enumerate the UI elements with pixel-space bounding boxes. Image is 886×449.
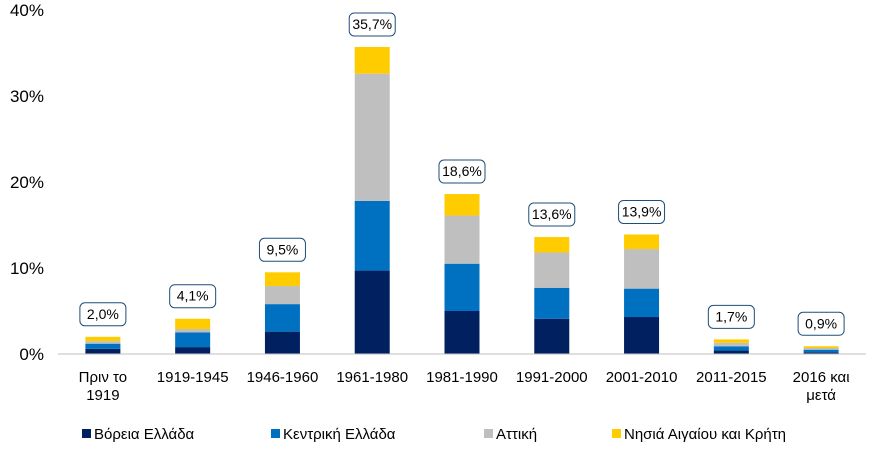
x-tick-label: 2016 και [793, 369, 850, 386]
bar-segment [85, 336, 121, 342]
total-label-text: 18,6% [442, 163, 482, 179]
bar-segment [624, 234, 660, 250]
total-label-box [528, 202, 576, 227]
y-tick-label: 20% [10, 173, 44, 192]
legend-label: Νησιά Αιγαίου και Κρήτη [624, 426, 786, 443]
total-label-box [169, 284, 217, 309]
total-label: 35,7% [348, 12, 396, 37]
bar-segment [354, 46, 390, 74]
legend: Βόρεια Ελλάδα Κεντρική Ελλάδα Αττική Νησιά … [82, 426, 786, 443]
total-label: 13,6% [528, 202, 576, 227]
bar-segment [624, 317, 660, 354]
x-tick-label: μετά [806, 387, 836, 404]
bar-segment [354, 200, 390, 271]
bar-segment [264, 286, 300, 305]
bar-segment [713, 342, 749, 347]
legend-label: Αττική [496, 426, 537, 443]
y-tick-label: 40% [10, 1, 44, 20]
legend-swatch [484, 429, 493, 438]
total-label-box [348, 12, 396, 37]
bar-segment [264, 272, 300, 287]
bar-segment [444, 263, 480, 311]
y-axis: 0% 10% 20% 30% 40% [10, 1, 44, 364]
bar-segment [444, 311, 480, 354]
bar-segment [354, 73, 390, 201]
total-label-box [258, 237, 306, 262]
bar-segment [803, 352, 839, 354]
bar-segment [444, 215, 480, 264]
total-label: 13,9% [618, 199, 666, 224]
bar-segment [175, 332, 211, 348]
bar-segment [175, 347, 211, 354]
total-label-text: 9,5% [266, 241, 298, 257]
x-tick-label: 2001-2010 [606, 369, 678, 386]
total-label: 1,7% [707, 304, 755, 329]
x-tick-label: 1919 [86, 387, 119, 404]
y-tick-label: 0% [19, 345, 44, 364]
x-tick-label: Πριν το [79, 369, 127, 386]
x-tick-label: 1961-1980 [336, 369, 408, 386]
y-tick-label: 10% [10, 259, 44, 278]
x-tick-label: 1991-2000 [516, 369, 588, 386]
total-label-text: 2,0% [87, 306, 119, 322]
bar-segment [534, 237, 570, 253]
bar-segment [803, 346, 839, 348]
bar-segment [534, 252, 570, 288]
bar-segment [803, 347, 839, 350]
legend-swatch [612, 429, 621, 438]
bar-segment [264, 304, 300, 332]
x-tick-label: 1981-1990 [426, 369, 498, 386]
legend-swatch [82, 429, 91, 438]
bar-segment [713, 346, 749, 351]
total-label: 0,9% [797, 311, 845, 336]
total-labels: 2,0% 4,1% 9,5% 35,7% 18,6% 13,6% 13,9% 1,7% 0,9% [79, 12, 845, 336]
bar-segment [624, 288, 660, 318]
x-tick-label: 2011-2015 [696, 369, 767, 386]
legend-swatch [271, 429, 280, 438]
total-label: 9,5% [258, 237, 306, 262]
bar-segment [803, 349, 839, 353]
total-label: 2,0% [79, 302, 127, 327]
bar-segment [354, 270, 390, 354]
bars [85, 46, 839, 354]
bar-segment [85, 348, 121, 354]
total-label-box [438, 159, 486, 184]
total-label-text: 0,9% [805, 315, 837, 331]
total-label-text: 1,7% [715, 308, 747, 324]
legend-label: Κεντρική Ελλάδα [283, 426, 396, 443]
bar-segment [85, 343, 121, 349]
total-label-text: 4,1% [177, 288, 209, 304]
total-label-box [797, 311, 845, 336]
x-tick-label: 1919-1945 [157, 369, 229, 386]
total-label-box [79, 302, 127, 327]
bar-segment [534, 318, 570, 354]
bar-segment [85, 341, 121, 344]
total-label-text: 13,6% [532, 206, 572, 222]
bar-segment [175, 329, 211, 333]
total-label-text: 13,9% [622, 203, 662, 219]
y-tick-label: 30% [10, 87, 44, 106]
bar-segment [624, 249, 660, 289]
x-tick-label: 1946-1960 [247, 369, 319, 386]
bar-segment [534, 287, 570, 319]
total-label-text: 35,7% [352, 16, 392, 32]
bar-segment [444, 194, 480, 216]
total-label: 18,6% [438, 159, 486, 184]
bar-segment [175, 318, 211, 330]
legend-label: Βόρεια Ελλάδα [94, 426, 195, 443]
bar-segment [713, 350, 749, 354]
total-label: 4,1% [169, 284, 217, 309]
bar-segment [264, 331, 300, 354]
total-label-box [707, 304, 755, 329]
bar-segment [713, 339, 749, 343]
total-label-box [618, 199, 666, 224]
